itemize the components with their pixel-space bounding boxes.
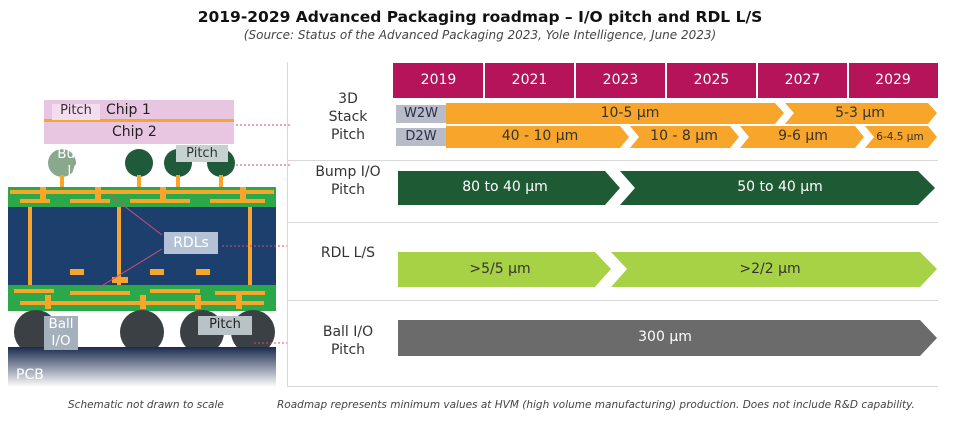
bar-rdl-2 [611,252,937,287]
row-separator [287,300,938,301]
row-label-bump-io: Bump I/O Pitch [315,164,381,198]
bar-rdl-1 [398,252,611,287]
year-header: 2019 2021 2023 2025 2027 2029 [393,63,938,98]
year-2025: 2025 [693,72,730,88]
row-label-ball-io: Ball I/O Pitch [322,324,374,358]
bar-d2w-4 [865,126,937,148]
substrate-core [8,207,276,289]
bar-bump-1 [398,171,620,205]
pcb-board [8,347,276,387]
label-pitch-chip: Pitch [60,103,92,118]
bar-w2w-2 [785,103,937,124]
tag-d2w: D2W [396,128,446,146]
year-2029: 2029 [875,72,911,88]
year-2023: 2023 [602,72,639,88]
label-ball-io: Ball I/O [48,316,74,349]
bar-d2w-1 [446,126,629,148]
label-chip1: Chip 1 [106,102,151,118]
row-label-rdl: RDL L/S [320,245,376,261]
year-2019: 2019 [420,72,457,88]
column-separator [287,62,288,386]
label-pitch-ball: Pitch [209,317,241,332]
label-rdls: RDLs [173,235,209,251]
page-subtitle: (Source: Status of the Advanced Packagin… [243,28,717,42]
footnote-schematic: Schematic not drawn to scale [68,399,224,411]
bar-ball-1 [398,320,937,356]
label-chip2: Chip 2 [112,124,157,140]
bump-2 [125,149,153,177]
bar-bump-2 [620,171,935,205]
row-separator [287,160,938,161]
row-separator [287,386,938,387]
chip2-rect [44,122,234,144]
year-2021: 2021 [511,72,548,88]
bar-d2w-2 [630,126,739,148]
label-bump-io: Bump I/O [57,146,97,179]
ball-2 [120,310,164,354]
label-pcb: PCB [16,367,44,383]
row-separator [287,222,938,223]
bump-1 [48,149,76,177]
bar-d2w-3 [740,126,864,148]
bond-line [44,119,234,122]
page-title: 2019-2029 Advanced Packaging roadmap – I… [197,8,763,26]
row-label-3d-stack: 3D Stack Pitch [328,91,368,143]
year-2027: 2027 [784,72,821,88]
label-pitch-bump: Pitch [186,146,218,161]
bar-w2w-1 [446,103,784,124]
tag-w2w: W2W [396,105,446,123]
package-schematic [8,100,290,387]
footnote-roadmap: Roadmap represents minimum values at HVM… [277,399,915,411]
